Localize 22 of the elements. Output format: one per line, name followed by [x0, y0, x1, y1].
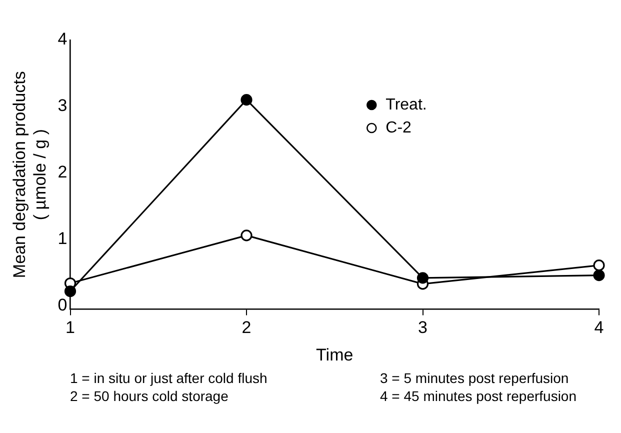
x-tick-label: 3 [418, 318, 428, 338]
y-tick-label: 3 [58, 96, 68, 116]
point [240, 230, 252, 242]
point [240, 94, 252, 106]
text: 3 = 5 minutes post reperfusion [380, 370, 570, 386]
x-axis-title: Time [316, 345, 354, 364]
x-tick-label: 4 [594, 318, 604, 338]
point [64, 285, 76, 298]
text: 4 = 45 minutes post reperfusion [380, 388, 578, 404]
y-tick-label: 2 [58, 162, 68, 182]
point [416, 272, 429, 284]
y-tick-label: 1 [58, 229, 68, 248]
legend-label: Treat. [386, 96, 427, 114]
text: 2 = 50 hours cold storage [70, 388, 230, 404]
point [593, 260, 605, 272]
y-tick-label: 4 [58, 30, 68, 49]
x-tick-label: 2 [242, 318, 252, 338]
legend-label: C-2 [386, 119, 412, 136]
text: 1 = in situ or just after cold flush [70, 370, 268, 386]
y-tick-label: 0 [58, 296, 68, 315]
y-axis-title: Mean degradation products ( µmole / g ) [10, 71, 50, 278]
point [593, 270, 605, 282]
